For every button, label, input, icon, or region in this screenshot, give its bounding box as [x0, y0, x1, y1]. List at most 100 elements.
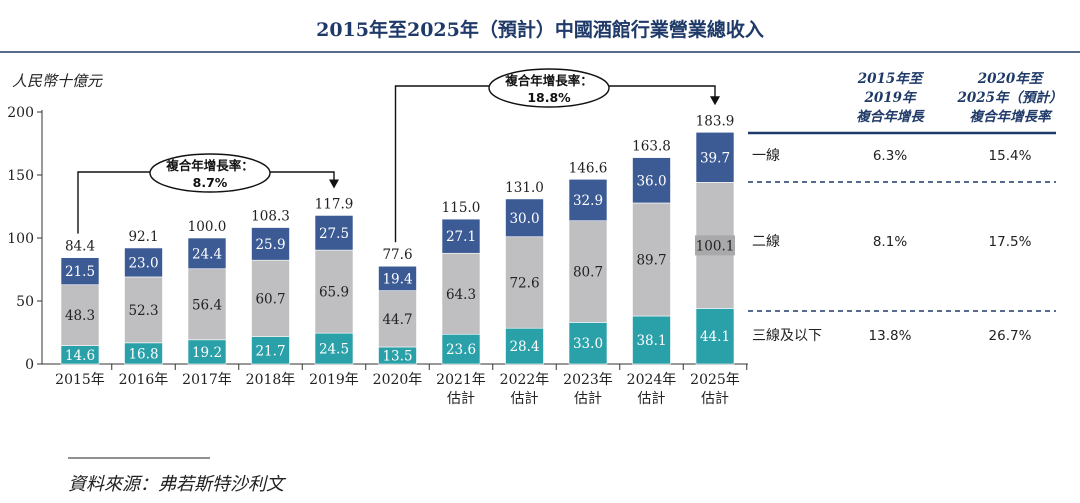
data-label: 48.3 — [65, 308, 95, 324]
bar-segment — [568, 178, 608, 222]
data-label: 38.1 — [636, 333, 666, 349]
data-label: 60.7 — [255, 291, 285, 307]
data-label: 36.0 — [636, 173, 666, 189]
cagr-value: 8.7% — [193, 175, 228, 190]
data-label: 30.0 — [509, 211, 539, 227]
bar-segment — [632, 157, 671, 204]
table-header: 2025年（預計） — [956, 90, 1062, 106]
data-label: 21.5 — [65, 264, 95, 280]
table-cell: 26.7% — [989, 328, 1032, 344]
cagr-label: 複合年增長率： — [504, 73, 593, 88]
bar-segment — [441, 252, 481, 335]
table-row-name: 一線 — [752, 148, 780, 164]
data-label: 72.6 — [509, 275, 539, 291]
x-tick-label: 2024年 — [627, 372, 677, 388]
data-label: 33.0 — [573, 336, 603, 352]
bar-segment — [378, 265, 417, 291]
total-label: 146.6 — [569, 160, 608, 176]
table-cell: 13.8% — [869, 328, 912, 344]
data-label: 21.7 — [255, 343, 285, 359]
table-header: 複合年增長率 — [970, 109, 1053, 125]
bar-segment — [505, 198, 544, 238]
data-label: 32.9 — [573, 193, 603, 209]
bar-segment — [441, 333, 481, 365]
bar-segment — [124, 276, 163, 344]
data-label: 19.4 — [382, 271, 412, 287]
bar-segment — [314, 249, 354, 334]
bar-segment — [187, 339, 227, 365]
data-label: 23.0 — [128, 255, 158, 271]
bar-segment — [251, 259, 290, 337]
table-header: 複合年增長 — [856, 109, 925, 125]
x-tick-label: 2016年 — [119, 372, 169, 388]
bar-segment — [60, 284, 100, 346]
data-label: 65.9 — [319, 285, 349, 301]
data-label: 56.4 — [192, 297, 222, 313]
table-row-name: 三線及以下 — [752, 328, 822, 344]
bar-segment — [187, 268, 227, 341]
x-tick-label: 2023年 — [563, 372, 613, 388]
total-label: 117.9 — [315, 196, 354, 212]
data-label: 44.7 — [382, 312, 412, 328]
bar-segment — [695, 308, 735, 365]
y-tick-label: 0 — [25, 357, 34, 373]
total-label: 131.0 — [505, 180, 544, 196]
bar-segment — [505, 327, 544, 365]
bar-segment — [568, 322, 608, 365]
data-label: 100.1 — [696, 238, 735, 254]
table-header: 2020年至 — [977, 71, 1045, 87]
data-label: 16.8 — [128, 346, 158, 362]
data-label: 23.6 — [446, 342, 476, 358]
bar-segment — [441, 218, 481, 254]
data-label: 19.2 — [192, 345, 222, 361]
table-cell: 15.4% — [989, 148, 1032, 164]
label-highlight — [695, 235, 735, 256]
total-label: 108.3 — [251, 209, 290, 225]
total-label: 115.0 — [442, 200, 481, 216]
bar-segment — [632, 202, 671, 317]
x-tick-label: 估計 — [511, 391, 539, 407]
bar-segment — [187, 237, 227, 270]
bar-segment — [314, 215, 354, 251]
table-cell: 8.1% — [873, 234, 907, 250]
bar-segment — [378, 290, 417, 348]
bar-segment — [632, 315, 671, 365]
x-tick-label: 估計 — [574, 391, 602, 407]
bar-segment — [505, 236, 544, 329]
bar-segment — [568, 220, 608, 323]
x-tick-label: 2019年 — [309, 372, 359, 388]
y-tick-label: 50 — [16, 294, 34, 310]
cagr-arrow-icon — [329, 179, 339, 189]
x-tick-label: 2017年 — [182, 372, 232, 388]
data-label: 27.1 — [446, 229, 476, 245]
data-label: 39.7 — [700, 150, 730, 166]
total-label: 100.0 — [188, 219, 227, 235]
source-note: 資料來源：弗若斯特沙利文 — [68, 474, 287, 495]
data-label: 44.1 — [700, 329, 730, 345]
data-label: 28.4 — [509, 339, 539, 355]
y-axis-label: 人民幣十億元 — [12, 72, 103, 90]
cagr-label: 複合年增長率： — [165, 158, 254, 173]
bar-segment — [124, 247, 163, 278]
x-tick-label: 2020年 — [373, 372, 423, 388]
chart-title: 2015年至2025年（預計）中國酒館行業營業總收入 — [316, 18, 764, 41]
data-label: 14.6 — [65, 348, 95, 364]
x-tick-label: 2025年 — [690, 372, 740, 388]
total-label: 92.1 — [128, 229, 158, 245]
cagr-bubble — [488, 68, 610, 108]
data-label: 24.4 — [192, 246, 222, 262]
x-tick-label: 估計 — [447, 391, 475, 407]
data-label: 64.3 — [446, 287, 476, 303]
bar-segment — [695, 131, 735, 183]
y-tick-label: 200 — [7, 105, 34, 121]
total-label: 84.4 — [65, 239, 95, 255]
data-label: 80.7 — [573, 265, 603, 281]
x-tick-label: 估計 — [701, 391, 729, 407]
total-label: 183.9 — [696, 113, 735, 129]
bar-segment — [251, 227, 290, 261]
cagr-value: 18.8% — [527, 90, 571, 105]
x-tick-label: 2021年 — [436, 372, 486, 388]
table-cell: 6.3% — [873, 148, 907, 164]
cagr-arrow-icon — [710, 96, 720, 106]
